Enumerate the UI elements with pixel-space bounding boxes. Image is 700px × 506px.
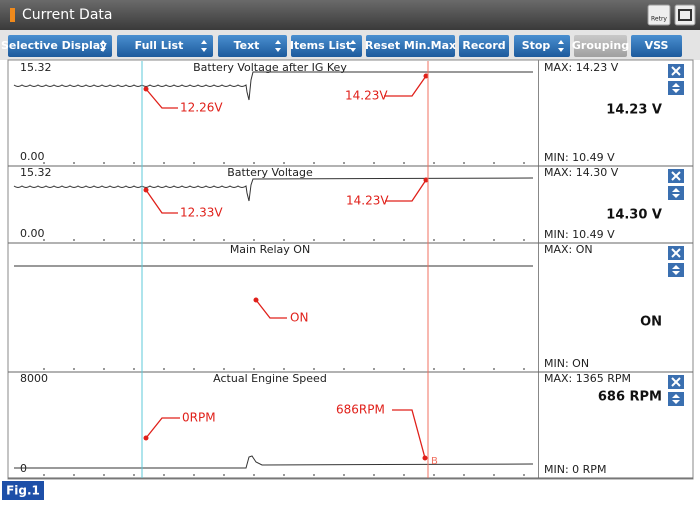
toolbar-button-label[interactable]: VSS [645,39,669,52]
window-icon [678,9,692,21]
min-label: MIN: 10.49 V [544,151,615,164]
tick-marks [43,239,525,241]
annotation-arrow [145,417,180,439]
max-label: MAX: ON [544,243,593,256]
move-button[interactable] [668,392,684,406]
scale-top: 15.32 [20,61,52,74]
graph-frame [7,59,694,480]
annotation-arrowhead [253,297,259,303]
toolbar-button[interactable] [514,35,570,57]
annotation-arrowhead [143,86,149,92]
annotation-arrowhead [423,177,429,183]
toolbar-button[interactable] [117,35,213,57]
current-value: ON [640,315,662,330]
annotation: 14.23V [346,194,389,208]
max-label: MAX: 14.30 V [544,166,619,179]
toolbar-button-label[interactable]: Items List [290,39,351,52]
toolbar-button[interactable] [459,35,509,57]
move-icon [672,83,680,93]
close-icon [671,171,681,181]
spinner-icon [558,40,564,52]
title-bar [0,0,700,30]
move-button[interactable] [668,81,684,95]
signal-trace [14,455,534,469]
spinner-icon [201,40,207,52]
tick-marks [43,368,525,370]
toolbar-button[interactable] [218,35,287,57]
tick-marks [43,162,525,164]
toolbar-button-label[interactable]: Full List [135,39,184,52]
annotation: 686RPM [336,403,385,417]
annotation-arrowhead [422,455,428,461]
max-label: MAX: 14.23 V [544,61,619,74]
move-button[interactable] [668,263,684,277]
close-icon [671,248,681,258]
close-icon [671,66,681,76]
annotation: 12.33V [180,206,223,220]
move-button[interactable] [668,186,684,200]
move-icon [672,188,680,198]
tick-marks [43,474,525,476]
annotation-arrow [145,189,178,214]
annotation-arrowhead [423,73,429,79]
figure-label-box [2,481,44,500]
annotation: 0RPM [182,411,216,425]
spinner-icon [100,40,106,52]
panel-title: Main Relay ON [230,243,310,256]
max-label: MAX: 1365 RPM [544,372,631,385]
current-value: 14.23 V [606,103,662,118]
toolbar-button[interactable] [366,35,455,57]
move-icon [672,265,680,275]
window-title: Current Data [22,7,112,23]
annotation-arrow [385,179,427,202]
toolbar-button[interactable] [8,35,112,57]
panel-title: Battery Voltage [227,166,313,179]
scale-top: 8000 [20,372,48,385]
annotation-arrowhead [143,435,149,441]
close-icon [671,377,681,387]
retry-label[interactable]: Retry [651,16,667,23]
spinner-icon [275,40,281,52]
min-label: MIN: ON [544,357,589,370]
annotation: 12.26V [180,101,223,115]
signal-trace [13,71,533,101]
toolbar-button-label[interactable]: Text [234,39,260,52]
scale-bottom: 0.00 [20,150,45,163]
title-icon [10,8,15,22]
figure-label: Fig.1 [6,484,40,498]
move-icon [672,394,680,404]
annotation: ON [290,311,308,325]
panel-title: Actual Engine Speed [213,372,327,385]
toolbar-button-label[interactable]: Grouping [572,39,629,52]
toolbar-button-label[interactable]: Reset Min.Max [365,39,456,52]
toolbar-button[interactable] [574,35,627,57]
toolbar-button[interactable] [631,35,682,57]
current-value: 14.30 V [606,208,662,223]
cursor-label: B [431,456,438,467]
annotation-arrowhead [143,187,149,193]
panel-title: Battery Voltage after IG Key [193,61,347,74]
retry-button[interactable] [647,4,671,26]
info-divider [538,60,539,479]
scale-top: 15.32 [20,166,52,179]
scale-bottom: 0.00 [20,227,45,240]
annotation-arrow [255,299,287,319]
annotation-arrow [384,75,427,97]
current-value: 686 RPM [598,390,662,405]
min-label: MIN: 0 RPM [544,463,606,476]
toolbar-button-label[interactable]: Stop [522,39,551,52]
toolbar-button-label[interactable]: Selective Display [1,39,107,52]
annotation-arrow [392,409,426,459]
annotation-arrow [145,88,178,109]
annotation: 14.23V [345,89,388,103]
toolbar-button[interactable] [291,35,362,57]
min-label: MIN: 10.49 V [544,228,615,241]
spinner-icon [350,40,356,52]
signal-trace [13,177,534,202]
toolbar-button-label[interactable]: Record [462,39,505,52]
